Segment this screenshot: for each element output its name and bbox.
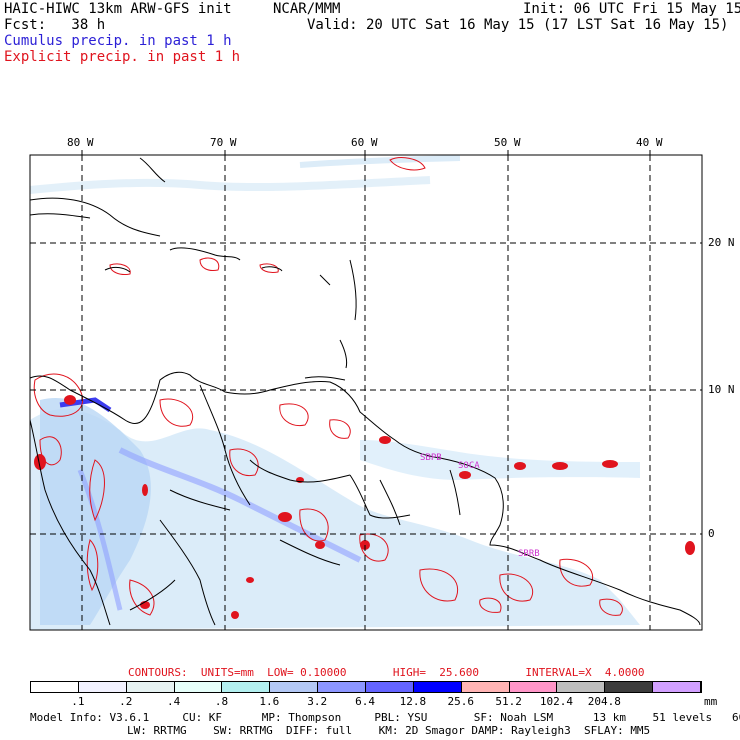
cumulus-precip-field — [29, 155, 640, 630]
model-info-line1: Model Info: V3.6.1 CU: KF MP: Thompson P… — [30, 711, 740, 724]
station-label-sbrb: SBRB — [518, 549, 540, 559]
model-title: HAIC-HIWC 13km ARW-GFS init — [4, 1, 232, 17]
colorbar-swatch — [31, 682, 79, 692]
lon-label-70w: 70 W — [210, 136, 237, 149]
station-label-sbpb: SBPB — [420, 453, 442, 463]
colorbar-swatch — [270, 682, 319, 692]
colorbar-unit: mm — [704, 695, 718, 708]
forecast-hour: Fcst: 38 h — [4, 17, 106, 33]
valid-time: Valid: 20 UTC Sat 16 May 15 (17 LST Sat … — [307, 17, 729, 33]
colorbar-swatch — [78, 682, 127, 692]
contours-info: CONTOURS: UNITS=mm LOW= 0.10000 HIGH= 25… — [128, 666, 645, 679]
map-frame — [29, 154, 703, 631]
station-label-soca: SOCA — [458, 461, 480, 471]
colorbar-tick-label: .8 — [214, 695, 229, 708]
lon-label-50w: 50 W — [494, 136, 521, 149]
lon-label-60w: 60 W — [351, 136, 378, 149]
colorbar-swatch — [222, 682, 271, 692]
colorbar-tick-label: 1.6 — [259, 695, 280, 708]
lon-ticks — [81, 150, 651, 155]
cumulus-precip-label: Cumulus precip. in past 1 h — [4, 33, 232, 49]
lon-label-40w: 40 W — [636, 136, 663, 149]
lat-label-0: 0 — [708, 527, 715, 540]
model-info-line2: LW: RRTMG SW: RRTMG DIFF: full KM: 2D Sm… — [127, 724, 651, 737]
lat-label-10n: 10 N — [708, 383, 735, 396]
lat-lon-grid — [30, 155, 702, 630]
colorbar-tick-label: 6.4 — [355, 695, 375, 708]
colorbar-swatch — [509, 682, 558, 692]
colorbar-swatch — [318, 682, 366, 692]
explicit-precip-label: Explicit precip. in past 1 h — [4, 49, 241, 65]
colorbar-swatch — [557, 682, 606, 692]
colorbar-tick-label: 204.8 — [587, 695, 621, 708]
colorbar-tick-label: 3.2 — [307, 695, 328, 708]
colorbar-swatch — [174, 682, 223, 692]
colorbar-tick-label: 12.8 — [399, 695, 427, 708]
colorbar-tick-label: 102.4 — [539, 695, 574, 708]
explicit-precip-contours — [33, 157, 623, 616]
init-time: Init: 06 UTC Fri 15 May 15 — [523, 1, 740, 17]
colorbar-tick-label: 25.6 — [447, 695, 475, 708]
colorbar-swatch — [605, 682, 654, 692]
lat-label-20n: 20 N — [708, 236, 735, 249]
colorbar-swatch — [366, 682, 414, 692]
colorbar-tick-label: .4 — [166, 695, 181, 708]
org-label: NCAR/MMM — [273, 1, 341, 17]
colorbar-tick-label: .1 — [71, 695, 85, 708]
lon-label-80w: 80 W — [67, 136, 94, 149]
colorbar-tick-label: .2 — [119, 695, 133, 708]
colorbar-swatch — [413, 682, 462, 692]
explicit-precip-cores — [34, 395, 695, 619]
colorbar-tick-label: 51.2 — [495, 695, 522, 708]
colorbar-swatch — [653, 682, 701, 692]
colorbar-swatch — [461, 682, 510, 692]
colorbar — [30, 681, 702, 693]
colorbar-swatch — [126, 682, 175, 692]
